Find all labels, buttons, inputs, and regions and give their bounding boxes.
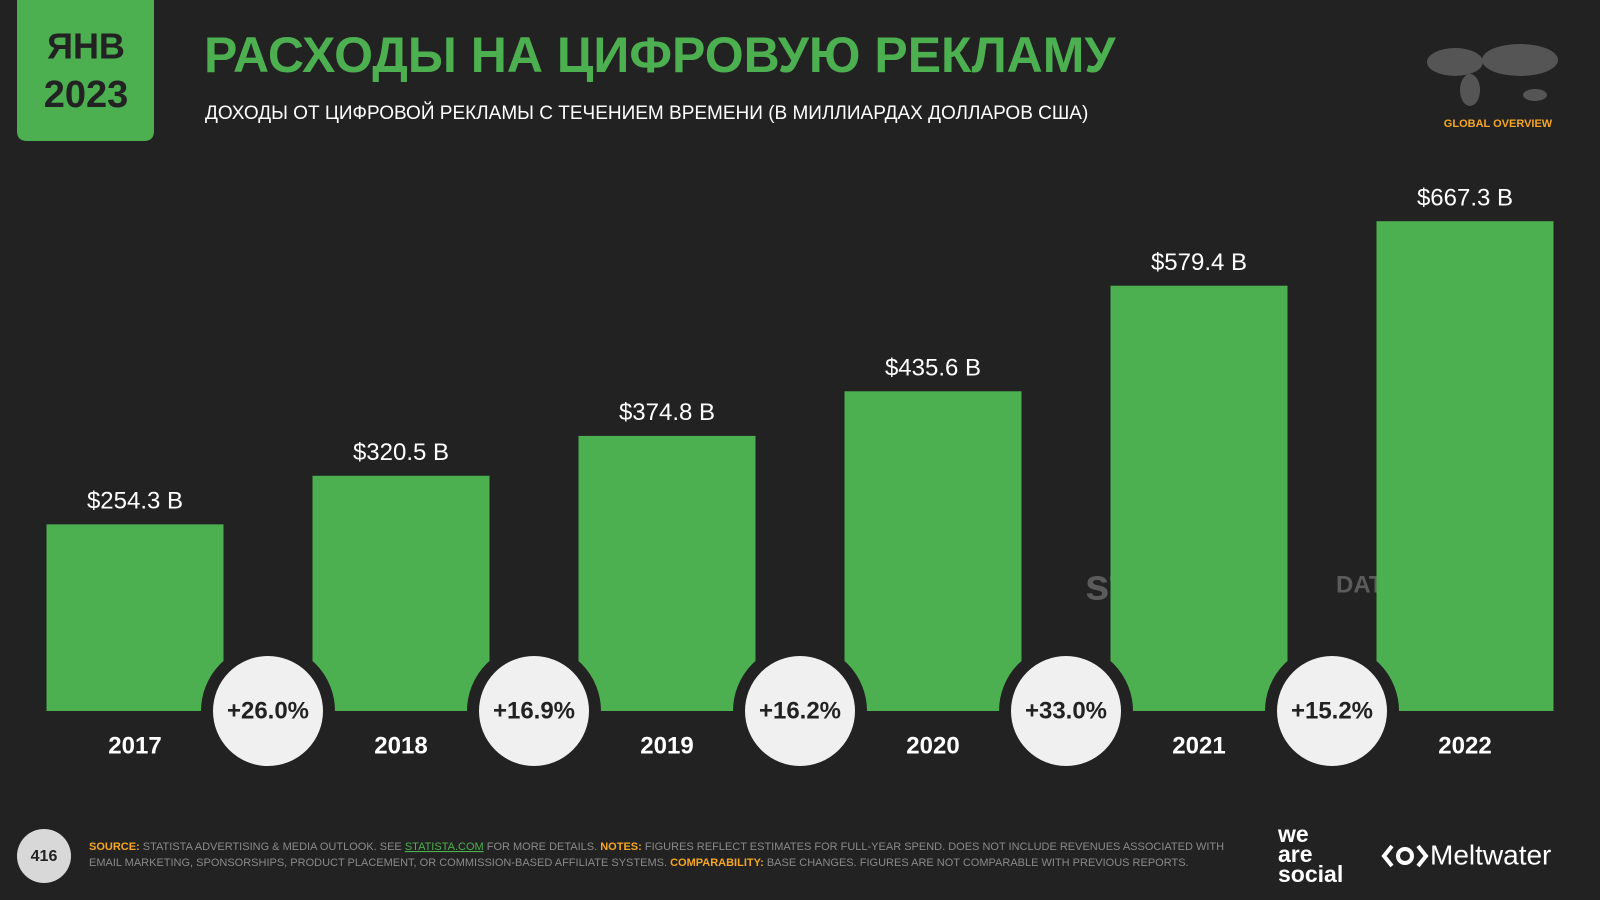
growth-circle <box>999 644 1133 778</box>
value-label: $579.4 B <box>1151 249 1247 276</box>
value-label: $254.3 B <box>87 488 183 515</box>
growth-circle <box>467 644 601 778</box>
logo-text: we <box>1277 821 1309 847</box>
growth-label: +16.9% <box>493 697 575 724</box>
bar <box>578 435 756 711</box>
growth-label: +26.0% <box>227 697 309 724</box>
bar <box>312 475 490 711</box>
logo-text: Meltwater <box>1430 839 1551 870</box>
meltwater-icon <box>1381 844 1429 868</box>
growth-circle <box>733 644 867 778</box>
footer-label: SOURCE: <box>89 841 140 853</box>
footer-label: NOTES: <box>600 841 642 853</box>
page-number-circle <box>17 829 71 883</box>
badge-label: GLOBAL OVERVIEW <box>1444 118 1553 130</box>
value-label: $667.3 B <box>1417 185 1513 212</box>
growth-circle <box>201 644 335 778</box>
x-tick-label: 2022 <box>1438 732 1491 759</box>
value-label: $320.5 B <box>353 439 449 466</box>
growth-label: +16.2% <box>759 697 841 724</box>
x-tick-label: 2020 <box>906 732 959 759</box>
chart-title: РАСХОДЫ НА ЦИФРОВУЮ РЕКЛАМУ <box>204 27 1116 83</box>
x-tick-label: 2018 <box>374 732 427 759</box>
bar <box>844 391 1022 711</box>
footer-text: FOR MORE DETAILS. <box>487 841 597 853</box>
bar <box>1376 221 1554 712</box>
value-label: $374.8 B <box>619 399 715 426</box>
plot: $254.3 B 2017 $320.5 B 2018 $374.8 B 2019 $435… <box>46 185 1554 778</box>
month: ЯНВ <box>47 26 125 67</box>
x-tick-label: 2017 <box>108 732 161 759</box>
growth-circle <box>1265 644 1399 778</box>
footer-text: FIGURES REFLECT ESTIMATES FOR FULL-YEAR … <box>645 841 1224 853</box>
value-label: $435.6 B <box>885 355 981 382</box>
x-tick-label: 2021 <box>1172 732 1225 759</box>
world-map <box>1427 44 1558 106</box>
footer-text: EMAIL MARKETING, SPONSORSHIPS, PRODUCT P… <box>89 857 667 869</box>
date-badge <box>17 0 154 141</box>
footer-link[interactable]: STATISTA.COM <box>405 841 484 853</box>
footer-line: SOURCE: STATISTA ADVERTISING & MEDIA OUT… <box>89 841 1224 853</box>
footer-label: COMPARABILITY: <box>670 857 764 869</box>
footer-text: STATISTA ADVERTISING & MEDIA OUTLOOK. SE… <box>143 841 402 853</box>
growth-label: +15.2% <box>1291 697 1373 724</box>
growth-label: +33.0% <box>1025 697 1107 724</box>
year: 2023 <box>44 74 129 116</box>
bar <box>1110 285 1288 711</box>
chart-subtitle: ДОХОДЫ ОТ ЦИФРОВОЙ РЕКЛАМЫ С ТЕЧЕНИЕМ ВР… <box>205 102 1088 124</box>
logo-text: social <box>1278 861 1343 887</box>
footer-line: EMAIL MARKETING, SPONSORSHIPS, PRODUCT P… <box>89 857 1189 869</box>
bar <box>46 524 224 711</box>
footer-text: BASE CHANGES. FIGURES ARE NOT COMPARABLE… <box>767 857 1189 869</box>
x-tick-label: 2019 <box>640 732 693 759</box>
page-number: 416 <box>31 848 58 865</box>
logo-text: are <box>1278 841 1313 867</box>
